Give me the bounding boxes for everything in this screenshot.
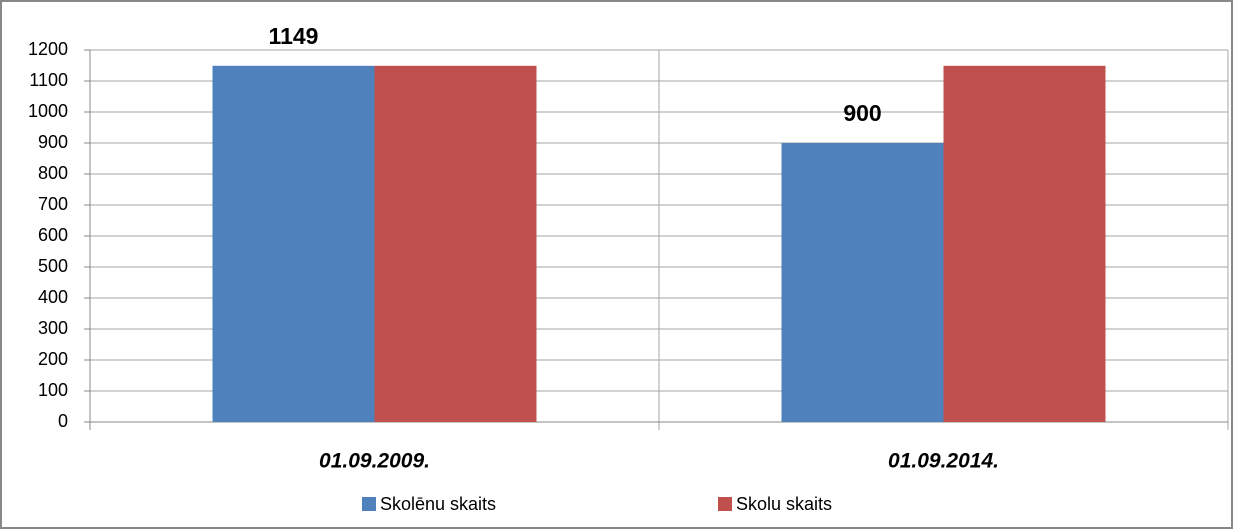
y-tick-label: 1100 (29, 70, 68, 90)
y-tick-label: 1200 (28, 39, 68, 59)
y-tick-label: 200 (38, 349, 68, 369)
bar (781, 143, 944, 422)
y-tick-label: 400 (38, 287, 68, 307)
bar (374, 65, 537, 422)
bar (212, 65, 375, 422)
y-tick-label: 600 (38, 225, 68, 245)
y-tick-label: 700 (38, 194, 68, 214)
x-tick-label: 01.09.2014. (888, 450, 999, 473)
y-tick-label: 300 (38, 318, 68, 338)
y-tick-label: 900 (38, 132, 68, 152)
legend-label: Skolu skaits (736, 494, 832, 514)
data-label: 900 (843, 100, 881, 126)
y-tick-label: 500 (38, 256, 68, 276)
data-label: 1149 (269, 23, 319, 49)
legend-label: Skolēnu skaits (380, 494, 496, 514)
y-tick-label: 1000 (28, 101, 68, 121)
y-tick-label: 100 (38, 380, 68, 400)
legend-swatch (718, 497, 732, 511)
bar (943, 65, 1106, 422)
y-tick-label: 0 (58, 411, 68, 431)
x-tick-label: 01.09.2009. (319, 450, 430, 473)
y-tick-label: 800 (38, 163, 68, 183)
legend-swatch (362, 497, 376, 511)
